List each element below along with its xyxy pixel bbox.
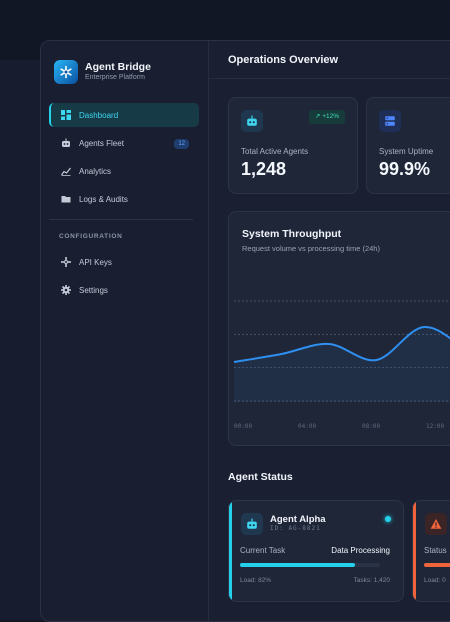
stat-label: Total Active Agents <box>241 147 309 156</box>
sidebar-item-label: Agents Fleet <box>79 138 124 148</box>
gear-icon <box>61 285 71 295</box>
section-title-agent-status: Agent Status <box>228 471 293 483</box>
agent-name: Agent Alpha <box>270 514 326 525</box>
warning-icon <box>425 513 447 535</box>
throughput-chart: 00:00 04:00 08:00 12:00 <box>233 300 450 430</box>
trend-badge: ↗ +12% <box>308 110 345 124</box>
sidebar-item-label: Dashboard <box>79 110 119 120</box>
sidebar-item-dashboard[interactable]: Dashboard <box>49 103 199 127</box>
folder-icon <box>61 194 71 204</box>
stat-card-uptime[interactable]: System Uptime 99.9% <box>366 97 450 194</box>
chart-title: System Throughput <box>242 228 342 240</box>
load-progress-track <box>240 563 380 567</box>
stat-card-active-agents[interactable]: ↗ +12% Total Active Agents 1,248 <box>228 97 358 194</box>
agent-id: ID: AG-8821 <box>270 525 321 532</box>
x-tick-label: 12:00 <box>426 423 444 430</box>
agent-card-warning[interactable]: Status Load: 0 <box>412 500 450 602</box>
task-label: Current Task <box>240 546 286 555</box>
tasks-text: Tasks: 1,420 <box>353 577 391 584</box>
load-progress-fill <box>240 563 355 567</box>
trend-value: +12% <box>322 113 339 120</box>
x-tick-label: 04:00 <box>298 423 316 430</box>
main-content: Operations Overview ↗ +12% Total Active … <box>209 41 450 621</box>
x-tick-label: 08:00 <box>362 423 380 430</box>
agent-card-alpha[interactable]: Agent Alpha ID: AG-8821 Current Task Dat… <box>228 500 404 602</box>
stat-label: System Uptime <box>379 147 434 156</box>
brand[interactable]: Agent Bridge Enterprise Platform <box>54 60 151 84</box>
sidebar-divider <box>49 219 193 220</box>
app-window: Agent Bridge Enterprise Platform Dashboa… <box>40 40 450 622</box>
robot-icon <box>241 513 263 535</box>
sidebar-item-label: API Keys <box>79 257 112 267</box>
agent-accent-bar <box>413 501 416 601</box>
load-progress-fill <box>424 563 450 567</box>
analytics-icon <box>61 166 71 176</box>
config-section-label: CONFIGURATION <box>59 233 123 240</box>
load-text: Load: 0 <box>424 577 446 584</box>
sidebar-item-settings[interactable]: Settings <box>49 278 199 302</box>
series-line <box>233 325 450 363</box>
robot-icon <box>241 110 263 132</box>
server-icon <box>379 110 401 132</box>
key-icon <box>61 257 71 267</box>
trend-up-icon: ↗ <box>314 113 321 120</box>
series-area <box>234 326 450 402</box>
dashboard-icon <box>61 110 71 120</box>
robot-icon <box>61 138 71 148</box>
status-label: Status <box>424 546 447 555</box>
throughput-card: System Throughput Request volume vs proc… <box>228 211 450 446</box>
sidebar-item-label: Logs & Audits <box>79 194 128 204</box>
x-tick-label: 00:00 <box>234 423 252 430</box>
sidebar-item-agents-fleet[interactable]: Agents Fleet 12 <box>49 131 199 155</box>
brand-subtitle: Enterprise Platform <box>85 74 145 81</box>
stat-value: 99.9% <box>379 159 431 179</box>
sidebar-item-logs-audits[interactable]: Logs & Audits <box>49 187 199 211</box>
sidebar-item-analytics[interactable]: Analytics <box>49 159 199 183</box>
stat-value: 1,248 <box>241 159 287 179</box>
page-title: Operations Overview <box>209 41 450 79</box>
brand-name: Agent Bridge <box>85 61 151 73</box>
task-value: Data Processing <box>331 546 390 555</box>
sidebar: Agent Bridge Enterprise Platform Dashboa… <box>41 41 209 621</box>
chart-subtitle: Request volume vs processing time (24h) <box>242 244 380 253</box>
agent-accent-bar <box>229 501 232 601</box>
sidebar-item-api-keys[interactable]: API Keys <box>49 250 199 274</box>
sidebar-item-label: Analytics <box>79 166 112 176</box>
sidebar-nav: Dashboard Agents Fleet 12 Analytics Log <box>49 103 199 306</box>
agents-count-badge: 12 <box>174 139 189 149</box>
sidebar-item-label: Settings <box>79 285 108 295</box>
load-text: Load: 82% <box>240 577 272 584</box>
status-online-dot <box>385 516 391 522</box>
asterisk-logo-icon <box>54 60 78 84</box>
